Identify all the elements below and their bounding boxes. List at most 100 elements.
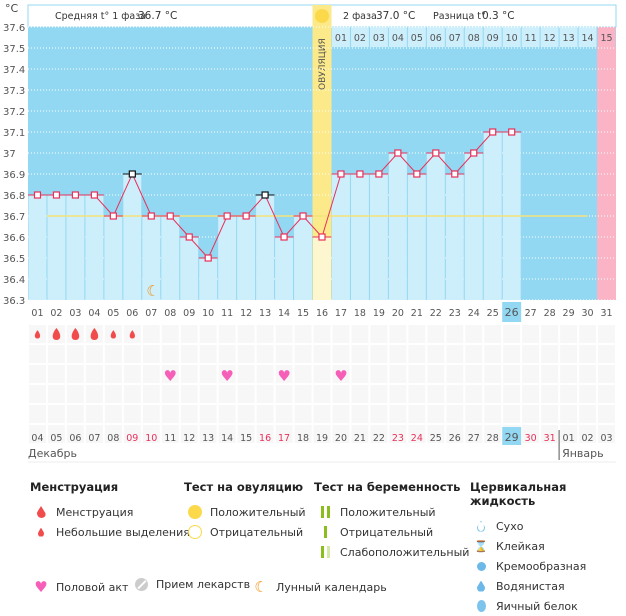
- phase2-day-label: 07: [449, 33, 461, 44]
- date-label: 05: [50, 433, 62, 444]
- phase1-label: Средняя t° 1 фаза: [55, 11, 146, 22]
- temperature-point: [223, 212, 231, 220]
- symbol-cell: [541, 345, 559, 363]
- symbol-cell: [47, 405, 65, 423]
- legend-intercourse: ♥ Половой акт: [30, 578, 128, 596]
- symbol-cell: [180, 405, 198, 423]
- symbol-cell: [275, 385, 293, 403]
- symbol-cell: [560, 365, 578, 383]
- symbol-cell: [29, 405, 46, 423]
- symbol-cell: [123, 405, 141, 423]
- sticky-icon: ⌛: [474, 539, 488, 553]
- symbol-cell: [161, 345, 179, 363]
- symbol-cell: [503, 345, 521, 363]
- phase2-day-cell: [464, 27, 483, 47]
- legend-medication: Прием лекарств: [130, 578, 250, 591]
- symbol-cell: [332, 385, 350, 403]
- temperature-point: [52, 191, 61, 199]
- date-label: 11: [164, 433, 176, 444]
- date-label: 20: [335, 433, 347, 444]
- legend-label: Яичный белок: [496, 599, 578, 613]
- day-label: 21: [411, 308, 423, 319]
- temperature-point: [413, 170, 421, 178]
- legend-title: Тест на беременность: [314, 480, 461, 494]
- y-tick-label: 37.1: [3, 128, 25, 139]
- day-label: 08: [164, 308, 176, 319]
- day-label: 12: [240, 308, 252, 319]
- menstruation-drop-icon: [34, 330, 41, 339]
- symbol-cell: [579, 405, 597, 423]
- pill-icon: [130, 578, 152, 591]
- day-label: 18: [354, 308, 366, 319]
- temperature-point: [90, 191, 98, 199]
- phase2-day-label: 03: [373, 33, 385, 44]
- day-label: 10: [202, 308, 214, 319]
- legend-title: Менструация: [30, 480, 119, 494]
- phase2-day-cell: [483, 27, 502, 47]
- date-label: 17: [278, 433, 290, 444]
- symbol-cell: [294, 425, 312, 443]
- symbol-cell: [389, 345, 407, 363]
- phase2-day-label: 12: [544, 33, 556, 44]
- symbol-cell: [484, 385, 502, 403]
- day-label: 04: [88, 308, 100, 319]
- phase2-day-cell: [597, 27, 616, 47]
- legend-label: Отрицательный: [340, 525, 434, 539]
- temperature-point: [33, 191, 42, 199]
- symbol-cell: [389, 425, 407, 443]
- symbol-cell: [313, 425, 331, 443]
- menstruation-drop-icon: [110, 330, 116, 339]
- phase2-day-label: 01: [335, 33, 347, 44]
- temperature-point: [147, 212, 155, 220]
- phase2-day-label: 08: [468, 33, 480, 44]
- symbol-cell: [275, 425, 293, 443]
- symbol-cell: [332, 345, 350, 363]
- heart-icon: ♥: [164, 367, 177, 385]
- menstruation-drop-icon: [52, 328, 61, 340]
- symbol-cell: [218, 365, 236, 383]
- legend-label: Отрицательный: [210, 525, 304, 539]
- symbol-cell: [256, 325, 274, 343]
- symbol-cell: [161, 365, 179, 383]
- dry-icon: [470, 520, 492, 532]
- symbol-cell: [47, 365, 65, 383]
- phase2-day-cell: [407, 27, 426, 47]
- symbol-cell: [465, 405, 483, 423]
- phase2-day-cell: [502, 27, 521, 47]
- legend-cervical: Цервикальная жидкость Сухо ⌛ Клейкая Крем…: [470, 480, 626, 616]
- temperature-point: [128, 170, 136, 178]
- symbol-cell: [484, 325, 502, 343]
- symbol-cell: [446, 425, 464, 443]
- watery-icon: [470, 580, 492, 592]
- symbol-cell: [427, 385, 445, 403]
- day-label: 26: [505, 306, 519, 319]
- day-label: 31: [600, 308, 612, 319]
- symbol-cell: [522, 325, 540, 343]
- symbol-cell: [294, 405, 312, 423]
- phase1-value: 36.7 °C: [138, 10, 177, 22]
- day-label: 23: [449, 308, 461, 319]
- symbol-cell: [47, 425, 65, 443]
- symbol-cell: [275, 365, 293, 383]
- symbol-cell: [503, 405, 521, 423]
- temperature-point: [318, 233, 326, 241]
- date-label: 04: [31, 433, 43, 444]
- symbol-cell: [123, 345, 141, 363]
- y-tick-label: 37.4: [3, 65, 25, 76]
- temperature-bar: [28, 195, 47, 300]
- symbol-cell: [465, 365, 483, 383]
- day-label: 02: [50, 308, 62, 319]
- symbol-cell: [237, 345, 255, 363]
- temperature-bar: [66, 195, 85, 300]
- temperature-bar: [331, 174, 350, 300]
- symbol-cell: [389, 365, 407, 383]
- symbol-cell: [47, 385, 65, 403]
- symbol-cell: [332, 325, 350, 343]
- day-label: 29: [563, 308, 575, 319]
- symbol-cell: [142, 345, 160, 363]
- symbol-cell: [237, 425, 255, 443]
- symbol-cell: [199, 385, 217, 403]
- date-label: 09: [126, 433, 138, 444]
- legend-label: Сухо: [496, 519, 524, 533]
- legend-title: Цервикальная жидкость: [470, 480, 567, 508]
